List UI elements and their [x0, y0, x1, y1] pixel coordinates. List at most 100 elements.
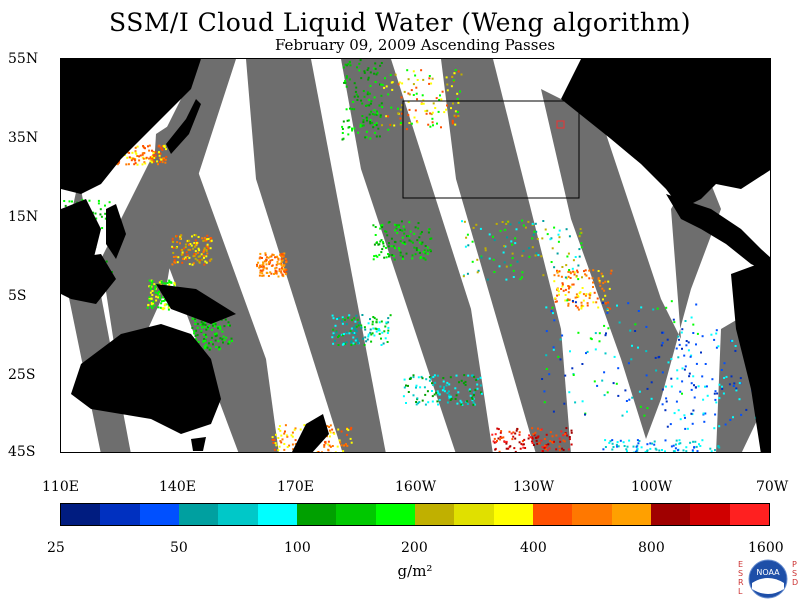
cloud-water-pixel — [355, 314, 358, 317]
cloud-water-pixel — [551, 441, 554, 444]
cloud-water-pixel — [375, 328, 378, 331]
cloud-water-pixel — [332, 317, 335, 320]
cloud-water-pixel — [354, 333, 357, 336]
cloud-water-pixel — [468, 388, 471, 391]
cloud-water-pixel — [158, 157, 161, 160]
cloud-water-pixel — [646, 450, 649, 452]
cloud-water-pixel — [625, 448, 628, 451]
cloud-water-pixel — [282, 255, 285, 258]
cloud-water-pixel — [420, 103, 423, 105]
cloud-water-pixel — [271, 438, 274, 441]
cloud-water-pixel — [582, 299, 585, 302]
cloud-water-pixel — [429, 250, 432, 253]
cloud-water-pixel — [173, 282, 176, 284]
cloud-water-pixel — [512, 435, 515, 438]
cloud-water-pixel — [363, 95, 366, 98]
cloud-water-pixel — [553, 319, 556, 322]
cloud-water-pixel — [382, 241, 384, 244]
cloud-water-pixel — [376, 71, 379, 74]
cloud-water-pixel — [194, 257, 197, 260]
cloud-water-pixel — [151, 306, 154, 309]
cloud-water-pixel — [677, 449, 679, 452]
cloud-water-pixel — [160, 302, 163, 305]
cloud-water-pixel — [462, 382, 465, 385]
cloud-water-pixel — [582, 305, 585, 308]
cloud-water-pixel — [163, 146, 166, 148]
cloud-water-pixel — [601, 287, 604, 290]
cloud-water-pixel — [457, 391, 460, 394]
cloud-water-pixel — [428, 379, 431, 382]
cloud-water-pixel — [157, 296, 160, 299]
cloud-water-pixel — [460, 403, 463, 406]
cloud-water-pixel — [161, 158, 164, 161]
cloud-water-pixel — [492, 235, 494, 238]
cloud-water-pixel — [679, 390, 682, 393]
cloud-water-pixel — [502, 436, 505, 439]
swath — [341, 59, 493, 452]
cloud-water-pixel — [618, 321, 621, 324]
cloud-water-pixel — [345, 75, 348, 78]
cloud-water-pixel — [577, 278, 580, 281]
cloud-water-pixel — [328, 444, 331, 447]
cloud-water-pixel — [365, 104, 367, 107]
cloud-water-pixel — [336, 445, 339, 448]
cloud-water-pixel — [327, 448, 330, 451]
cloud-water-pixel — [371, 320, 374, 323]
cloud-water-pixel — [203, 345, 206, 348]
cloud-water-pixel — [520, 442, 523, 445]
cloud-water-pixel — [592, 286, 594, 288]
cloud-water-pixel — [606, 453, 608, 454]
cloud-water-pixel — [543, 438, 546, 440]
cloud-water-pixel — [386, 341, 389, 343]
cloud-water-pixel — [439, 385, 442, 388]
cloud-water-pixel — [201, 326, 203, 329]
cloud-water-pixel — [388, 242, 390, 245]
cloud-water-pixel — [364, 328, 367, 331]
cloud-water-pixel — [555, 434, 558, 437]
cloud-water-pixel — [375, 135, 378, 138]
cloud-water-pixel — [533, 230, 536, 233]
cloud-water-pixel — [353, 343, 356, 346]
lon-label: 160W — [395, 479, 437, 495]
cloud-water-pixel — [608, 287, 611, 290]
cloud-water-pixel — [151, 280, 154, 283]
australia-land — [71, 324, 221, 434]
cloud-water-pixel — [410, 122, 413, 125]
cloud-water-pixel — [405, 384, 407, 387]
cloud-water-pixel — [455, 394, 458, 397]
cloud-water-pixel — [99, 213, 102, 216]
cloud-water-pixel — [519, 447, 522, 450]
cloud-water-pixel — [498, 265, 501, 268]
colorbar — [60, 503, 770, 526]
cloud-water-pixel — [464, 383, 467, 386]
cloud-water-pixel — [347, 133, 350, 136]
cloud-water-pixel — [568, 235, 571, 238]
cloud-water-pixel — [134, 150, 137, 153]
cloud-water-pixel — [674, 447, 677, 450]
cloud-water-pixel — [359, 123, 362, 126]
cloud-water-pixel — [397, 83, 400, 86]
cloud-water-pixel — [410, 240, 413, 243]
cloud-water-pixel — [276, 260, 279, 263]
cloud-water-pixel — [281, 266, 284, 269]
cloud-water-pixel — [198, 249, 201, 252]
cloud-water-pixel — [627, 302, 630, 305]
cloud-water-pixel — [528, 434, 531, 437]
cloud-water-pixel — [171, 263, 174, 266]
cloud-water-pixel — [631, 344, 633, 347]
cloud-water-pixel — [151, 157, 154, 160]
cloud-water-pixel — [148, 144, 151, 147]
cloud-water-pixel — [675, 400, 678, 403]
cloud-water-pixel — [277, 258, 280, 261]
borneo-land — [66, 254, 116, 304]
cloud-water-pixel — [150, 303, 153, 306]
cloud-water-pixel — [407, 391, 410, 393]
cloud-water-pixel — [405, 252, 408, 255]
cloud-water-pixel — [266, 272, 269, 274]
cloud-water-pixel — [436, 390, 439, 393]
cloud-water-pixel — [278, 445, 281, 448]
cloud-water-pixel — [265, 256, 268, 259]
cloud-water-pixel — [369, 122, 372, 125]
cloud-water-pixel — [381, 226, 384, 228]
cloud-water-pixel — [399, 229, 402, 231]
